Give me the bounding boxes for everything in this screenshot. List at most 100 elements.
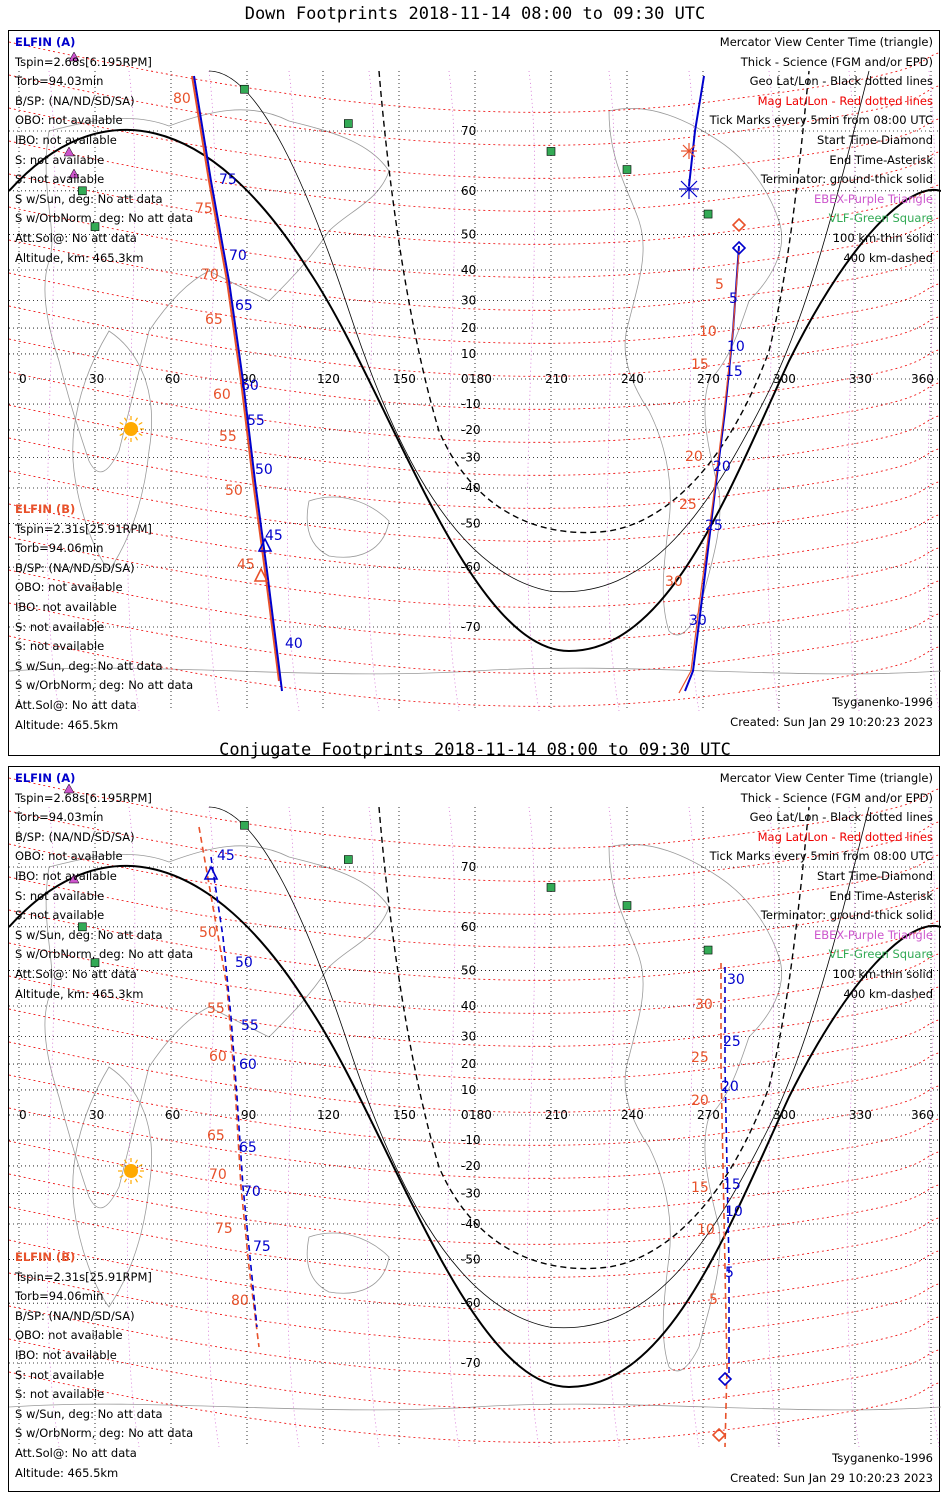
- mag-parallel: [9, 74, 941, 146]
- legend: Mercator View Center Time (triangle) Thi…: [710, 769, 933, 1004]
- mag-parallel: [9, 810, 941, 882]
- lon-tick-label: 150: [393, 372, 416, 386]
- mag-meridian: [527, 70, 540, 712]
- elfin-a-tick-label: 40: [285, 636, 303, 652]
- vlf-station-square: [78, 186, 87, 196]
- vlf-station-square: [703, 945, 713, 955]
- sun-ray: [119, 1163, 124, 1168]
- mag-meridian: [287, 70, 300, 712]
- lat-tick-label: 30: [461, 1030, 476, 1044]
- lon-tick-label: 300: [773, 1108, 796, 1122]
- info-line: OBO: not available: [15, 580, 123, 595]
- elfin-b-tick-label: 70: [209, 1167, 227, 1183]
- info-line: B/SP: (NA/ND/SD/SA): [15, 560, 135, 575]
- info-line: S: not available: [15, 172, 105, 187]
- info-line: S w/OrbNorm, deg: No att data: [15, 211, 194, 226]
- lon-tick-label: 150: [393, 1108, 416, 1122]
- lat-tick-label: -60: [461, 560, 481, 574]
- elfin-b-tick-label: 10: [699, 324, 717, 340]
- legend-geo: Geo Lat/Lon - Black dotted lines: [749, 810, 933, 825]
- elfin-a-tick-label: 20: [721, 1079, 739, 1095]
- sun-ray: [123, 1178, 128, 1183]
- info-line: B/SP: (NA/ND/SD/SA): [15, 1308, 135, 1323]
- legend-science: Thick - Science (FGM and/or EPD): [740, 54, 933, 69]
- mag-parallel: [9, 437, 941, 509]
- mag-parallel: [9, 569, 941, 641]
- lon-tick-label: 30: [89, 1108, 104, 1122]
- elfin-a-center-triangle: [257, 537, 273, 552]
- sun-icon: [124, 1164, 138, 1178]
- elfin-b-tick-label: 65: [205, 312, 223, 328]
- lon-tick-label: 330: [849, 372, 872, 386]
- info-line: B/SP: (NA/ND/SD/SA): [15, 829, 135, 844]
- legend-ticks: Tick Marks every 5min from 08:00 UTC: [709, 113, 933, 128]
- elfin-b-tick-label: 80: [173, 91, 191, 107]
- elfin-a-tick-label: 30: [727, 972, 745, 988]
- mag-meridian: [767, 806, 780, 1448]
- lon-tick-label: 300: [773, 372, 796, 386]
- ebex-triangle: [68, 51, 80, 62]
- mag-parallel: [9, 1206, 941, 1278]
- legend-100km: 100 km-thin solid: [832, 966, 933, 981]
- coastline: [608, 843, 783, 1372]
- mag-parallel: [9, 404, 941, 476]
- terminator-ground: [9, 865, 941, 1389]
- footer-model: Tsyganenko-1996: [832, 695, 933, 709]
- elfin-a-start-diamond: [717, 1371, 733, 1387]
- elfin-b-tick-label: 45: [237, 557, 255, 573]
- lat-tick-label: 30: [461, 294, 476, 308]
- elfin-a-conj-track-pacific: [724, 967, 730, 1377]
- elfin-a-tick-label: 50: [255, 462, 273, 478]
- info-line: S: not available: [15, 1367, 105, 1382]
- elfin-b-tick-label: 55: [219, 429, 237, 445]
- elfin-a-tick-label: 50: [235, 955, 253, 971]
- mag-parallel: [9, 602, 941, 674]
- mag-parallel: [9, 1272, 941, 1344]
- panel-title: Conjugate Footprints 2018-11-14 08:00 to…: [219, 740, 731, 760]
- lon-tick-label: 240: [621, 1108, 644, 1122]
- mag-meridian: [847, 806, 860, 1448]
- info-line: Torb=94.06min: [15, 541, 104, 556]
- lat-tick-label: 20: [461, 321, 476, 335]
- legend-terminator: Terminator: ground-thick solid: [760, 908, 933, 923]
- elfin-b-lines: Tspin=2.31s[25.91RPM] Torb=94.06min B/SP: …: [15, 520, 193, 736]
- sun-ray: [123, 436, 128, 441]
- map-canvas: 0 30 60 90 120 150 180 210 240 270 300 330 360706050…: [9, 777, 941, 1448]
- mag-parallel: [9, 1008, 941, 1080]
- lon-tick-label: 30: [89, 372, 104, 386]
- mag-parallel: [9, 1107, 941, 1179]
- elfin-b-track-pacific: [678, 250, 740, 694]
- vlf-station-square: [344, 855, 353, 864]
- lon-tick-label: 60: [165, 1108, 180, 1122]
- mag-parallel: [9, 1338, 941, 1410]
- vlf-station-square: [90, 958, 100, 967]
- sun-ray: [134, 1159, 139, 1164]
- lon-tick-label: 120: [317, 1108, 340, 1122]
- mag-parallel: [9, 1239, 941, 1311]
- elfin-a-name: ELFIN (A): [15, 35, 76, 49]
- elfin-b-conj-track: [198, 826, 260, 1348]
- lat-tick-label: -50: [461, 516, 481, 530]
- elfin-a-tick-label: 70: [243, 1184, 261, 1200]
- legend-vlf: VLF-Green Square: [828, 211, 933, 226]
- mag-meridian: [127, 70, 140, 712]
- elfin-a-track-north: [688, 75, 705, 187]
- legend-mag: Mag Lat/Lon - Red dotted lines: [757, 829, 933, 844]
- lat-tick-label: 40: [461, 263, 476, 277]
- elfin-b-tick-label: 25: [679, 497, 697, 513]
- elfin-a-tick-label: 45: [265, 528, 283, 544]
- info-line: Torb=94.06min: [15, 1289, 104, 1304]
- info-line: S: not available: [15, 152, 105, 167]
- mag-parallel: [9, 206, 941, 278]
- mag-meridian: [207, 70, 220, 712]
- elfin-a-tick-label: 55: [241, 1018, 259, 1034]
- lon-tick-label: 90: [241, 1108, 256, 1122]
- mag-meridian: [767, 70, 780, 712]
- mag-meridian: [607, 806, 620, 1448]
- terminator-100km: [208, 70, 870, 593]
- elfin-a-tick-label: 10: [725, 1204, 743, 1220]
- mag-parallel: [9, 975, 941, 1047]
- legend-end: End Time-Asterisk: [829, 888, 933, 903]
- elfin-b-tick-label: 60: [213, 387, 231, 403]
- elfin-a-tick-label: 70: [229, 248, 247, 264]
